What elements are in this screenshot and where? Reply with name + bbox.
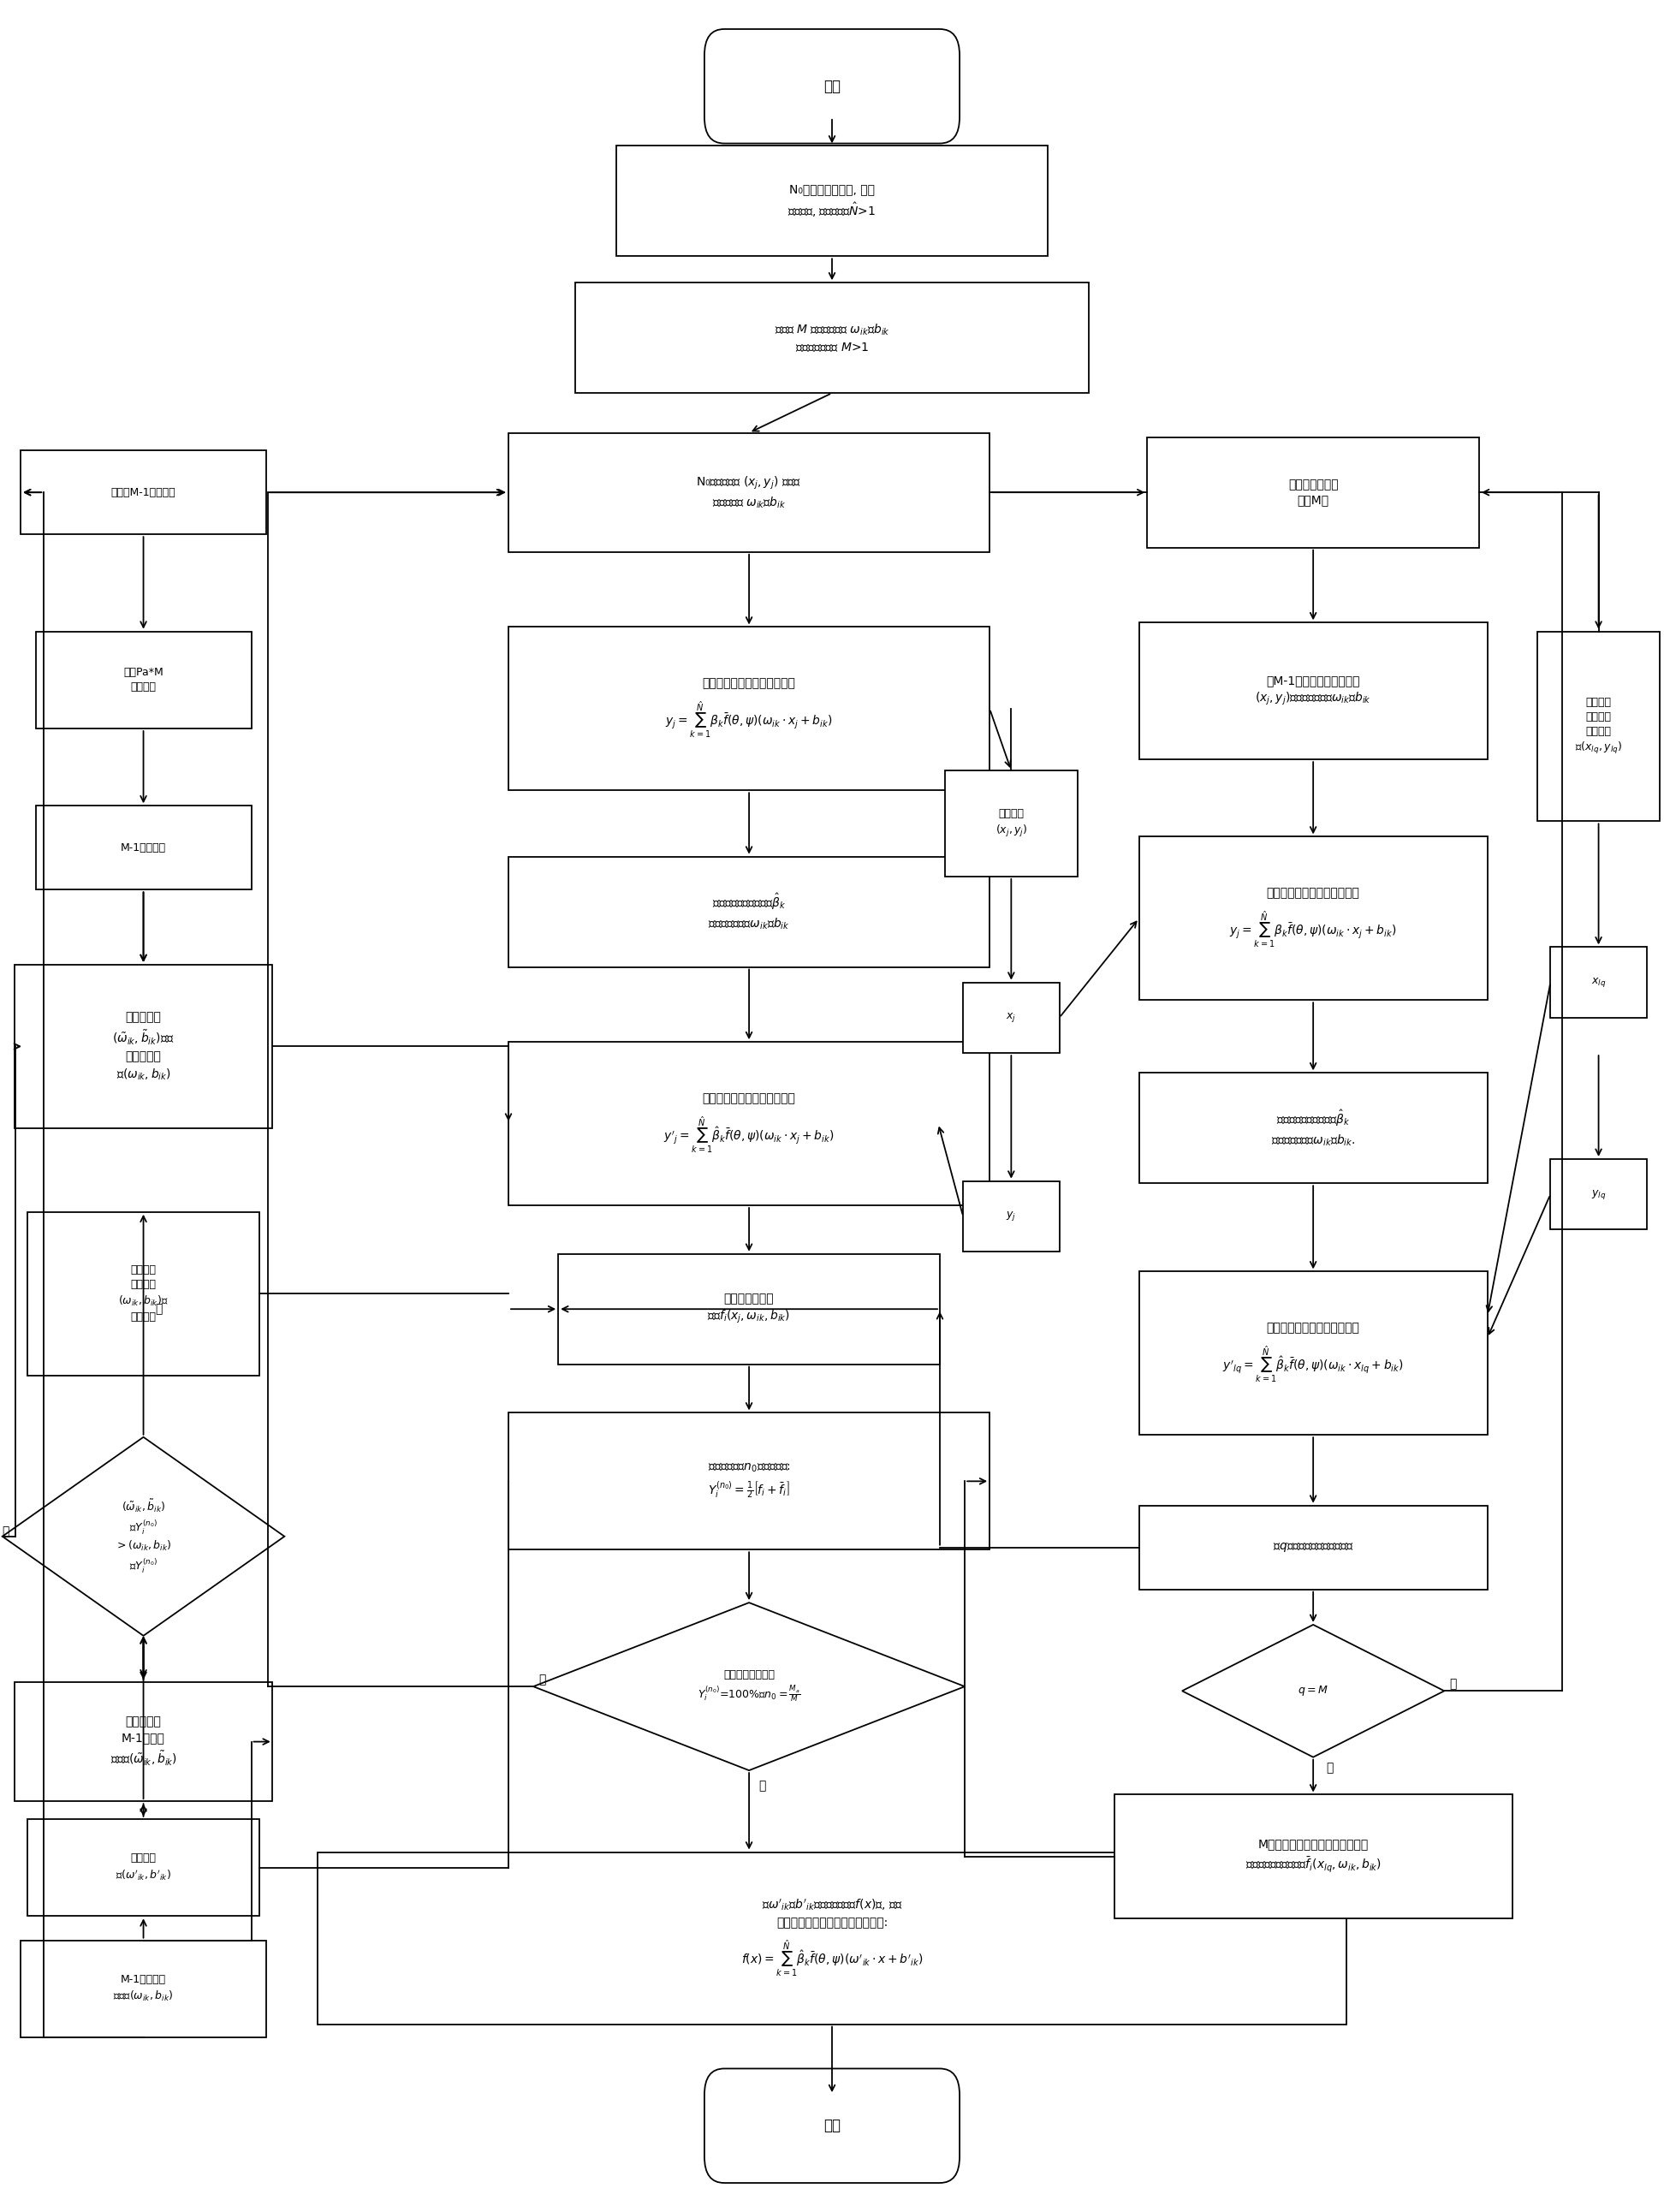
- FancyBboxPatch shape: [704, 2068, 960, 2183]
- Bar: [20, 451, 266, 535]
- Bar: [15, 964, 271, 1128]
- Bar: [1146, 438, 1479, 549]
- Bar: [557, 1254, 940, 1365]
- Text: 当前代即为第$n_0$代目标函数:
$Y_i^{(n_0)}=\frac{1}{2}\left[f_i+\bar{f}_i\right]$: 当前代即为第$n_0$代目标函数: $Y_i^{(n_0)}=\frac{1}{…: [707, 1462, 790, 1500]
- Text: 训练样本分类准
确度$f_i(x_j,\omega_{ik},b_{ik})$: 训练样本分类准 确度$f_i(x_j,\omega_{ik},b_{ik})$: [707, 1292, 790, 1325]
- Text: 求出最小输出权重矩阵$\hat{\beta}_k$
及当前代寄生巢$\omega_{ik}$和$b_{ik}$: 求出最小输出权重矩阵$\hat{\beta}_k$ 及当前代寄生巢$\omega…: [709, 891, 790, 931]
- Text: 莱维飞行求
M-1个临近
寄生巢$(\tilde{\omega}_{ik},\tilde{b}_{ik})$: 莱维飞行求 M-1个临近 寄生巢$(\tilde{\omega}_{ik},\t…: [110, 1717, 176, 1767]
- Text: M倍交叉验证的极限学习机分类模
型的分类准确度输出值$\bar{f}_i(x_{lq},\omega_{ik},b_{ik})$: M倍交叉验证的极限学习机分类模 型的分类准确度输出值$\bar{f}_i(x_{…: [1245, 1838, 1381, 1874]
- Text: $(\tilde{\omega}_{ik},\tilde{b}_{ik})$
的$Y_i^{(n_0)}$
$>(\omega_{ik},b_{ik})$
的$: $(\tilde{\omega}_{ik},\tilde{b}_{ik})$ 的…: [115, 1498, 171, 1575]
- Text: 是: 是: [155, 1303, 161, 1316]
- Text: 将训练样本随机
分成M份: 将训练样本随机 分成M份: [1288, 478, 1338, 507]
- Text: 第$q$次交叉验证的分类准确度: 第$q$次交叉验证的分类准确度: [1273, 1542, 1354, 1553]
- Text: 波形叠加极限学习机分类模型
$y'_{lq}=\sum_{k=1}^{\hat{N}}\hat{\beta}_k\bar{f}(\theta,\psi)(\om: 波形叠加极限学习机分类模型 $y'_{lq}=\sum_{k=1}^{\hat{…: [1223, 1323, 1404, 1385]
- Bar: [509, 1042, 990, 1206]
- Text: 否: 否: [2, 1526, 10, 1537]
- Text: 是否达到终止条件
$Y_i^{(n_0)}$=100%或$n_0=\frac{M_a}{M}$: 是否达到终止条件 $Y_i^{(n_0)}$=100%或$n_0=\frac{M…: [697, 1670, 800, 1703]
- Bar: [1138, 836, 1488, 1000]
- Text: M-1个当前代
寄生巢$(\omega_{ik},b_{ik})$: M-1个当前代 寄生巢$(\omega_{ik},b_{ik})$: [113, 1975, 173, 2004]
- Text: 否: 否: [539, 1674, 546, 1686]
- Bar: [1138, 1272, 1488, 1436]
- Polygon shape: [534, 1604, 965, 1770]
- Bar: [963, 1181, 1060, 1252]
- FancyBboxPatch shape: [704, 29, 960, 144]
- Text: 求出最小输出权重矩阵$\hat{\beta}_k$
及当前代寄生巢$\omega_{ik}$和$b_{ik}$.: 求出最小输出权重矩阵$\hat{\beta}_k$ 及当前代寄生巢$\omega…: [1271, 1108, 1356, 1148]
- Polygon shape: [2, 1438, 285, 1635]
- Bar: [1551, 1159, 1647, 1230]
- Text: 开始: 开始: [824, 80, 840, 93]
- Bar: [509, 1413, 990, 1551]
- Bar: [616, 146, 1048, 257]
- Text: $q=M$: $q=M$: [1298, 1683, 1328, 1699]
- Text: 波形叠加极限学习机分类模型
$y_j=\sum_{k=1}^{\hat{N}}\beta_k\bar{f}(\theta,\psi)(\omega_{ik}\c: 波形叠加极限学习机分类模型 $y_j=\sum_{k=1}^{\hat{N}}\…: [1230, 887, 1396, 949]
- Bar: [1115, 1794, 1513, 1918]
- Text: 下一代M-1个寄生巢: 下一代M-1个寄生巢: [111, 487, 176, 498]
- Bar: [15, 1681, 271, 1801]
- Text: 波形叠加极限学习机分类模型
$y'_j=\sum_{k=1}^{\hat{N}}\hat{\beta}_k\bar{f}(\theta,\psi)(\omega: 波形叠加极限学习机分类模型 $y'_j=\sum_{k=1}^{\hat{N}}…: [664, 1093, 834, 1155]
- Text: $y_{lq}$: $y_{lq}$: [1591, 1188, 1606, 1201]
- Text: $y_j$: $y_j$: [1007, 1210, 1017, 1223]
- Text: $x_{lq}$: $x_{lq}$: [1591, 975, 1606, 989]
- Bar: [1138, 1073, 1488, 1183]
- Bar: [509, 856, 990, 967]
- Bar: [945, 770, 1078, 876]
- Text: 将$\omega'_{ik}$和$b'_{ik}$最优寄生巢带入$f(x)$中, 构建
最佳波形叠加极限学习机分类模型:
$f(x)=\sum_{k=1}^{\: 将$\omega'_{ik}$和$b'_{ik}$最优寄生巢带入$f(x)$中,…: [740, 1898, 924, 1978]
- Bar: [35, 630, 251, 728]
- Text: 将M-1份交叉验证训练样本
$(x_j,y_j)$及当前代寄生巢$\omega_{ik}$和$b_{ik}$: 将M-1份交叉验证训练样本 $(x_j,y_j)$及当前代寄生巢$\omega_…: [1255, 675, 1371, 708]
- Bar: [20, 1940, 266, 2037]
- Text: 最佳寄生
巢$(\omega'_{ik},b'_{ik})$: 最佳寄生 巢$(\omega'_{ik},b'_{ik})$: [115, 1854, 171, 1882]
- Text: 结束: 结束: [824, 2119, 840, 2132]
- Bar: [1138, 1506, 1488, 1590]
- Bar: [35, 805, 251, 889]
- Text: $x_j$: $x_j$: [1007, 1011, 1017, 1024]
- Text: 保留当前
代寄生巢
$(\omega_{ik},b_{ik})$原
位置不变: 保留当前 代寄生巢 $(\omega_{ik},b_{ik})$原 位置不变: [118, 1265, 168, 1323]
- Bar: [1138, 622, 1488, 759]
- Bar: [1538, 630, 1661, 821]
- Bar: [509, 434, 990, 553]
- Text: 波形叠加极限学习机分类模型
$y_j=\sum_{k=1}^{\hat{N}}\beta_k\bar{f}(\theta,\psi)(\omega_{ik}\c: 波形叠加极限学习机分类模型 $y_j=\sum_{k=1}^{\hat{N}}\…: [666, 677, 832, 739]
- Text: N₀个训练样本 ($x_j, y_j$) 以及当
前代寄生巢 $\omega_{ik}$和$b_{ik}$: N₀个训练样本 ($x_j, y_j$) 以及当 前代寄生巢 $\omega_{…: [696, 473, 802, 511]
- Bar: [1551, 947, 1647, 1018]
- Polygon shape: [1181, 1624, 1444, 1756]
- Text: 初始化 $M$ 个初始寄生巢 $\omega_{ik}$和$b_{ik}$
初始寄生巢数为 $M$>1: 初始化 $M$ 个初始寄生巢 $\omega_{ik}$和$b_{ik}$ 初始…: [774, 323, 890, 354]
- Bar: [318, 1851, 1346, 2024]
- Bar: [574, 283, 1090, 394]
- Text: 剩余一份
为交叉验
证测试样
本$(x_{lq},y_{lq})$: 剩余一份 为交叉验 证测试样 本$(x_{lq},y_{lq})$: [1574, 697, 1622, 757]
- Text: 是: 是: [759, 1781, 765, 1792]
- Text: N₀个训练样本矩阵, 设置
分类标签, 隐层结点数$\hat{N}$>1: N₀个训练样本矩阵, 设置 分类标签, 隐层结点数$\hat{N}$>1: [787, 184, 877, 219]
- Text: 新建Pa*M
个寄生巢: 新建Pa*M 个寄生巢: [123, 668, 163, 692]
- Bar: [509, 626, 990, 790]
- Text: 是: 是: [1326, 1763, 1333, 1774]
- Bar: [963, 982, 1060, 1053]
- Text: 临近寄生巢
$(\tilde{\omega}_{ik},\tilde{b}_{ik})$替代
当前代寄生
巢$(\omega_{ik},b_{ik})$: 临近寄生巢 $(\tilde{\omega}_{ik},\tilde{b}_{i…: [113, 1011, 175, 1082]
- Bar: [27, 1212, 260, 1376]
- Text: 训练样本
$(x_j,y_j)$: 训练样本 $(x_j,y_j)$: [995, 807, 1027, 838]
- Bar: [27, 1818, 260, 1916]
- Text: M-1个寄生巢: M-1个寄生巢: [121, 843, 166, 854]
- Text: 否: 否: [1449, 1679, 1456, 1690]
